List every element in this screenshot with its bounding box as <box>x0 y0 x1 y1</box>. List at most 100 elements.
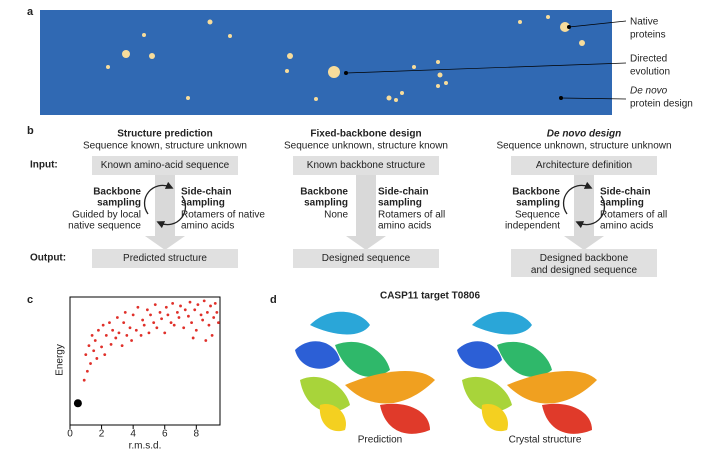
input-box <box>511 156 657 175</box>
point <box>147 331 151 335</box>
leader-lines <box>345 20 627 100</box>
plot-frame <box>69 296 221 426</box>
point <box>171 302 175 305</box>
point <box>217 321 220 324</box>
sequence-space <box>40 10 612 115</box>
point <box>139 334 143 337</box>
point <box>95 357 99 360</box>
point <box>215 310 219 314</box>
column-title: Structure prediction <box>117 129 213 140</box>
sidechain-text: Rotamers of all <box>378 210 445 221</box>
backbone-title: sampling <box>97 198 141 209</box>
cycle-arrow <box>575 195 606 229</box>
output-text: and designed sequence <box>531 265 638 276</box>
point <box>141 318 145 322</box>
backbone-text: None <box>324 210 348 221</box>
output-box <box>511 249 657 277</box>
sidechain-title: Side-chain <box>378 187 429 198</box>
backbone-text: Sequence <box>515 210 560 221</box>
point <box>109 342 113 346</box>
point <box>149 313 152 317</box>
point <box>117 331 121 335</box>
point <box>101 323 105 327</box>
sidechain-title: Side-chain <box>600 187 651 198</box>
flow-arrow <box>145 174 185 250</box>
point <box>93 339 97 342</box>
point <box>190 321 193 324</box>
point <box>183 308 187 312</box>
panel-label: a <box>27 6 34 18</box>
point <box>207 323 211 327</box>
point <box>120 344 124 348</box>
point <box>172 323 176 327</box>
x-axis-label: r.m.s.d. <box>129 441 162 452</box>
x-tick-label: 0 <box>67 429 73 440</box>
row-label: Output: <box>30 253 66 264</box>
point <box>97 328 100 332</box>
point <box>84 353 88 356</box>
point <box>82 378 86 382</box>
sidechain-text: Rotamers of all <box>600 210 667 221</box>
output-text: Designed sequence <box>322 253 411 264</box>
point <box>103 353 107 356</box>
point <box>175 310 179 314</box>
x-tick-label: 2 <box>99 429 105 440</box>
panel-label: d <box>270 294 277 306</box>
sidechain-title: sampling <box>378 198 422 209</box>
point <box>199 313 203 317</box>
point <box>210 334 214 337</box>
point <box>153 303 157 307</box>
point <box>212 316 216 319</box>
point <box>182 326 186 330</box>
point <box>194 328 198 332</box>
input-text: Known backbone structure <box>307 160 426 171</box>
output-box <box>293 249 439 268</box>
y-axis-label: Energy <box>55 344 66 376</box>
column-subtitle: Sequence unknown, structure unknown <box>496 141 671 152</box>
input-text: Architecture definition <box>536 160 632 171</box>
point <box>209 304 212 308</box>
point <box>213 302 217 305</box>
backbone-title: Backbone <box>300 187 348 198</box>
point <box>166 313 170 317</box>
point <box>130 339 133 342</box>
panel-label: c <box>27 294 33 306</box>
point <box>100 345 103 349</box>
point <box>111 328 115 332</box>
annotation: proteins <box>630 30 666 41</box>
point <box>85 369 89 373</box>
backbone-text: native sequence <box>68 221 141 232</box>
point <box>164 305 168 309</box>
point <box>89 362 92 365</box>
backbone-title: sampling <box>304 198 348 209</box>
point <box>87 344 91 348</box>
point <box>179 304 182 308</box>
cycle-arrow <box>562 181 593 215</box>
point <box>196 303 200 307</box>
point <box>204 339 208 342</box>
x-tick-label: 4 <box>130 429 136 440</box>
output-text: Designed backbone <box>540 253 629 264</box>
point <box>128 326 132 330</box>
input-text: Known amino-acid sequence <box>101 160 230 171</box>
point <box>114 336 118 340</box>
sidechain-title: sampling <box>600 198 644 209</box>
output-text: Predicted structure <box>123 253 207 264</box>
backbone-title: sampling <box>516 198 560 209</box>
point <box>152 321 156 324</box>
point <box>187 314 190 318</box>
point <box>122 321 126 324</box>
sidechain-text: Rotamers of native <box>181 210 265 221</box>
point <box>90 334 94 337</box>
x-tick-label: 6 <box>162 429 168 440</box>
annotation: De novo <box>630 86 668 97</box>
column-subtitle: Sequence unknown, structure known <box>284 141 448 152</box>
point <box>134 328 138 332</box>
sidechain-text: amino acids <box>600 221 653 232</box>
backbone-text: independent <box>505 221 560 232</box>
output-box <box>92 249 238 268</box>
leader-dots <box>344 25 571 100</box>
input-box <box>92 156 238 175</box>
